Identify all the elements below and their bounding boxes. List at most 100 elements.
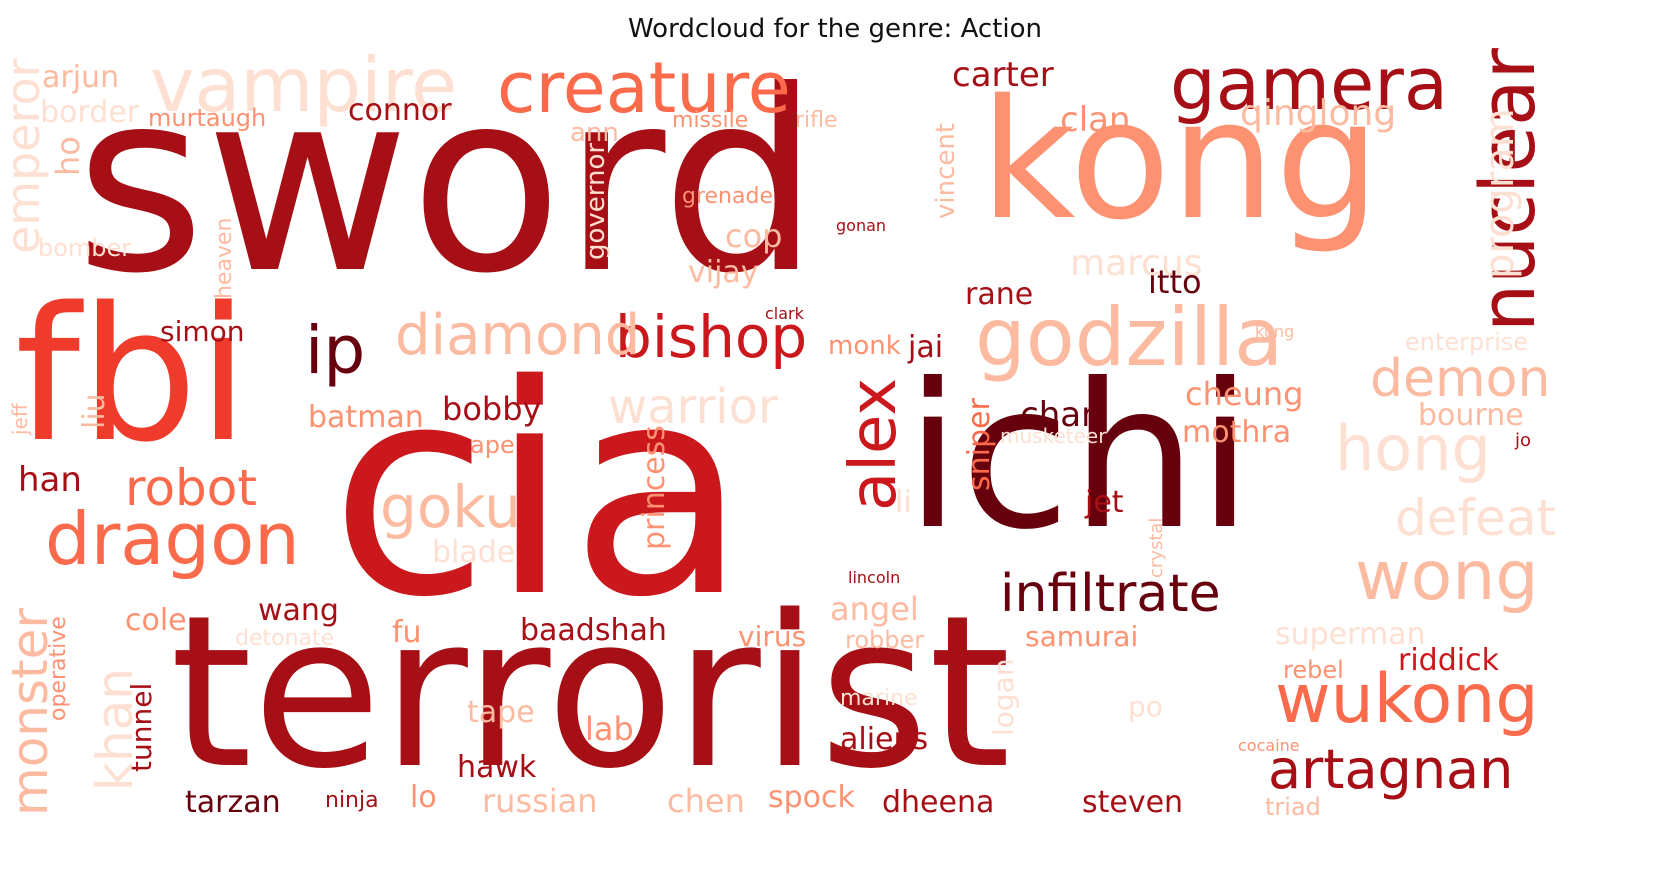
word-virus: virus bbox=[738, 620, 807, 653]
word-aliens: aliens bbox=[840, 722, 929, 757]
word-superman: superman bbox=[1275, 617, 1426, 652]
word-missile: missile bbox=[672, 108, 749, 133]
word-cocaine: cocaine bbox=[1238, 736, 1300, 755]
word-carter: carter bbox=[952, 55, 1054, 95]
word-goku: goku bbox=[380, 473, 521, 541]
word-rane: rane bbox=[965, 277, 1034, 312]
word-kong: kong bbox=[980, 64, 1380, 256]
word-crystal: crystal bbox=[1146, 517, 1167, 578]
word-tunnel: tunnel bbox=[125, 682, 158, 772]
word-marine: marine bbox=[840, 686, 918, 711]
word-lo: lo bbox=[410, 780, 437, 815]
word-operative: operative bbox=[46, 616, 71, 721]
word-cole: cole bbox=[125, 603, 187, 638]
word-bobby: bobby bbox=[442, 390, 542, 428]
word-fu: fu bbox=[392, 615, 422, 650]
word-fbi: fbi bbox=[15, 267, 249, 483]
word-blade: blade bbox=[432, 535, 516, 570]
word-jet: jet bbox=[1085, 485, 1124, 520]
word-po: po bbox=[1128, 690, 1163, 723]
word-arjun: arjun bbox=[42, 60, 120, 95]
word-warrior: warrior bbox=[608, 379, 778, 435]
word-sniper: sniper bbox=[962, 398, 997, 491]
word-tape: tape bbox=[467, 695, 535, 730]
word-wong: wong bbox=[1355, 537, 1539, 616]
word-li: li bbox=[895, 485, 912, 520]
word-kung: kung bbox=[1255, 322, 1295, 341]
word-ichi: ichi bbox=[905, 341, 1253, 574]
word-murtaugh: murtaugh bbox=[148, 104, 267, 132]
word-infiltrate: infiltrate bbox=[1000, 564, 1221, 624]
word-cop: cop bbox=[725, 217, 783, 255]
word-chen: chen bbox=[667, 782, 745, 820]
word-wang: wang bbox=[258, 593, 339, 628]
word-cheung: cheung bbox=[1185, 375, 1304, 413]
word-han: han bbox=[18, 460, 82, 500]
word-diamond: diamond bbox=[395, 303, 641, 368]
word-russian: russian bbox=[482, 782, 598, 820]
word-ip: ip bbox=[305, 312, 366, 389]
word-jo: jo bbox=[1515, 430, 1532, 451]
word-jai: jai bbox=[908, 330, 944, 365]
word-artagnan: artagnan bbox=[1268, 738, 1514, 801]
word-gonan: gonan bbox=[836, 216, 887, 235]
word-ape: ape bbox=[470, 431, 515, 459]
word-program: program bbox=[1477, 108, 1523, 279]
word-itto: itto bbox=[1148, 263, 1202, 301]
word-heaven: heaven bbox=[212, 217, 237, 299]
word-demon: demon bbox=[1370, 349, 1551, 409]
word-border: border bbox=[40, 95, 140, 130]
word-lincoln: lincoln bbox=[848, 568, 901, 587]
word-qinglong: qinglong bbox=[1240, 93, 1397, 134]
word-creature: creature bbox=[497, 48, 791, 129]
word-detonate: detonate bbox=[235, 626, 335, 651]
word-dragon: dragon bbox=[45, 497, 300, 581]
word-princess: princess bbox=[637, 425, 672, 550]
word-grenade: grenade bbox=[682, 184, 773, 209]
word-simon: simon bbox=[160, 315, 245, 348]
word-monk: monk bbox=[828, 331, 901, 361]
word-vijay: vijay bbox=[688, 255, 759, 290]
word-robot: robot bbox=[125, 459, 257, 517]
word-bishop: bishop bbox=[615, 303, 808, 371]
word-musketeer: musketeer bbox=[1000, 424, 1107, 448]
word-baadshah: baadshah bbox=[520, 613, 667, 648]
word-hawk: hawk bbox=[457, 750, 537, 785]
word-rebel: rebel bbox=[1283, 656, 1344, 684]
word-jeff: jeff bbox=[8, 403, 32, 435]
word-ninja: ninja bbox=[325, 788, 379, 813]
word-marcus: marcus bbox=[1070, 243, 1203, 284]
word-mothra: mothra bbox=[1182, 415, 1292, 450]
word-angel: angel bbox=[830, 590, 919, 628]
word-terrorist: terrorist bbox=[170, 570, 1011, 815]
word-godzilla: godzilla bbox=[975, 291, 1284, 384]
word-clan: clan bbox=[1060, 100, 1131, 140]
word-cloud: sword cia terrorist ichi kong fbi godzilla crea… bbox=[0, 48, 1670, 880]
word-cia: cia bbox=[330, 324, 748, 661]
word-wukong: wukong bbox=[1275, 660, 1539, 739]
word-emperor: emperor bbox=[0, 58, 50, 254]
word-enterprise: enterprise bbox=[1405, 328, 1529, 356]
word-batman: batman bbox=[308, 400, 424, 435]
word-logan: logan bbox=[987, 658, 1020, 736]
word-samurai: samurai bbox=[1025, 620, 1139, 653]
word-riddick: riddick bbox=[1398, 643, 1499, 678]
word-lab: lab bbox=[585, 710, 634, 748]
word-steven: steven bbox=[1082, 785, 1184, 820]
word-tarzan: tarzan bbox=[185, 785, 281, 820]
word-vincent: vincent bbox=[931, 122, 961, 219]
word-triad: triad bbox=[1265, 793, 1321, 821]
chart-title: Wordcloud for the genre: Action bbox=[628, 14, 1042, 44]
word-liu: liu bbox=[77, 393, 112, 429]
word-spock: spock bbox=[768, 780, 855, 815]
word-gamera: gamera bbox=[1170, 48, 1448, 126]
word-ho: ho bbox=[49, 136, 87, 176]
word-chan: chan bbox=[1020, 395, 1103, 435]
word-robber: robber bbox=[845, 626, 925, 654]
word-governor: governor bbox=[581, 142, 611, 260]
word-vampire: vampire bbox=[150, 48, 458, 129]
word-bomber: bomber bbox=[38, 234, 132, 262]
word-connor: connor bbox=[348, 93, 452, 128]
word-sword: sword bbox=[75, 48, 820, 328]
word-hong: hong bbox=[1335, 412, 1491, 485]
